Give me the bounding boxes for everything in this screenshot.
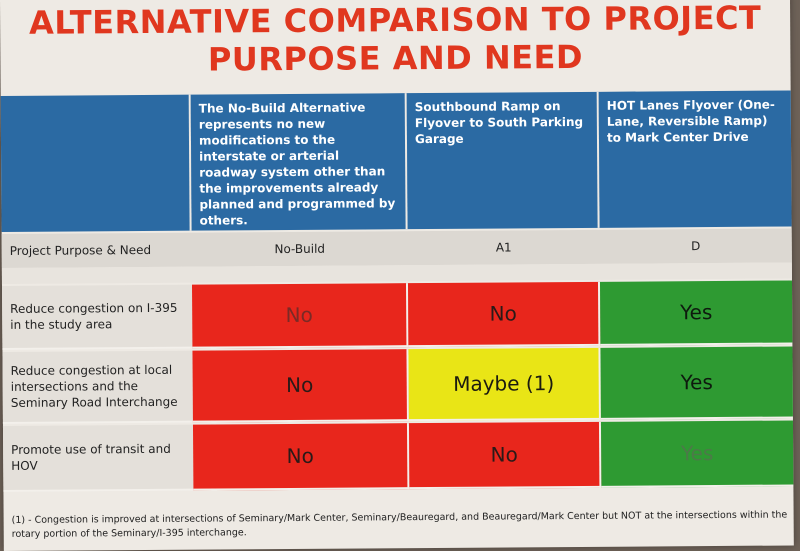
cell-no-build: No: [192, 349, 409, 423]
id-a1: A1: [495, 240, 512, 255]
id-d: D: [691, 239, 701, 254]
cell-no-build: No: [191, 283, 409, 349]
row-label: Promote use of transit and HOV: [2, 424, 194, 492]
table-row: Reduce congestion at local intersections…: [2, 346, 793, 424]
header-a1: Southbound Ramp on Flyover to South Park…: [406, 91, 600, 230]
cell-a1: No: [408, 421, 602, 490]
header-corner: [0, 94, 192, 232]
cell-a1: No: [407, 281, 601, 348]
header-d: HOT Lanes Flyover (One-Lane, Reversible …: [598, 90, 792, 228]
cell-d: Yes: [600, 346, 793, 420]
cell-d: Yes: [599, 280, 793, 346]
row-label: Reduce congestion at local intersections…: [2, 350, 193, 424]
table-row: Promote use of transit and HOV No No Yes: [2, 420, 794, 492]
footnote: (1) - Congestion is improved at intersec…: [11, 509, 788, 540]
id-row-label: Project Purpose & Need: [9, 242, 152, 258]
header-no-build: The No-Build Alternative represents no n…: [190, 93, 408, 231]
table-row: Reduce congestion on I-395 in the study …: [1, 280, 793, 350]
alternative-id-row: Project Purpose & Need No-Build A1 D: [1, 228, 792, 268]
title-line-2: PURPOSE AND NEED: [207, 37, 584, 79]
title-line-1: ALTERNATIVE COMPARISON TO PROJECT: [28, 0, 762, 42]
row-label: Reduce congestion on I-395 in the study …: [1, 284, 193, 350]
cell-no-build: No: [192, 423, 410, 491]
cell-d: Yes: [600, 420, 794, 488]
id-no-build: No-Build: [274, 241, 326, 257]
page-title: ALTERNATIVE COMPARISON TO PROJECT PURPOS…: [20, 0, 771, 80]
cell-a1: Maybe (1): [408, 347, 601, 422]
header-row: The No-Build Alternative represents no n…: [0, 90, 792, 232]
